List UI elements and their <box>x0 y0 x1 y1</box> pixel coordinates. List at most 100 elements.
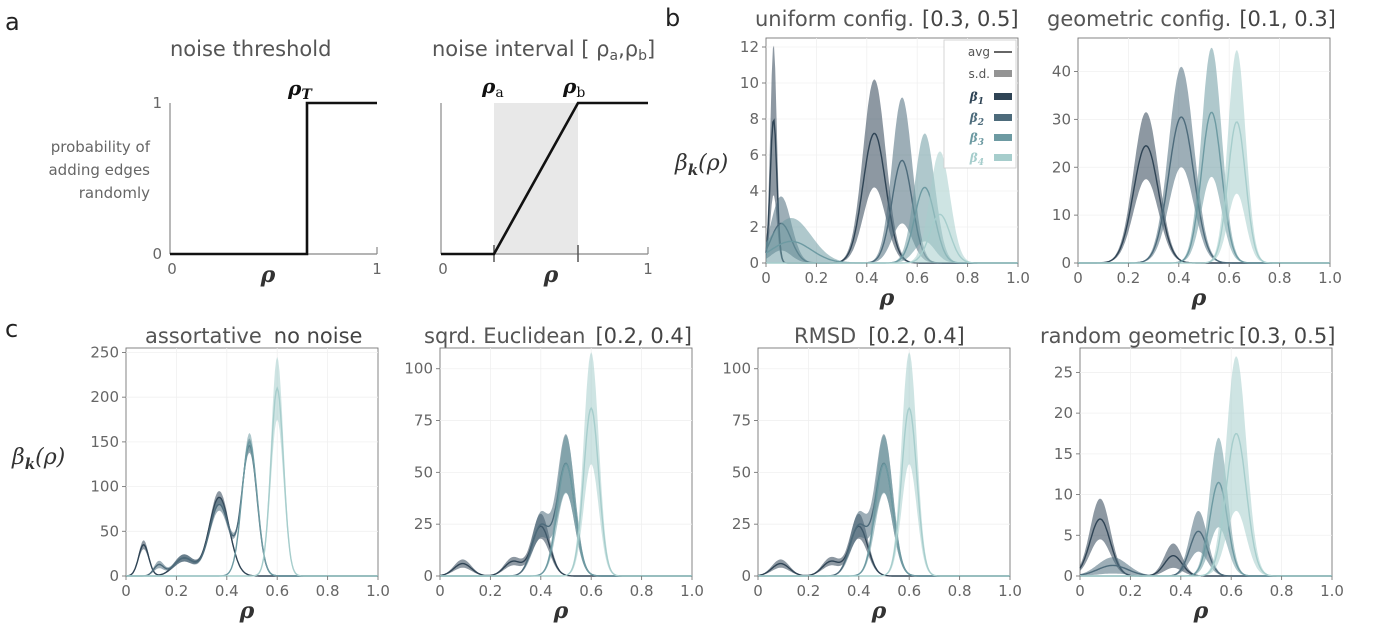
uniform-series-4-band <box>766 151 1018 263</box>
assortative-series-4-band <box>126 356 378 576</box>
assortative-xtick-4: 0.8 <box>316 582 340 600</box>
geometric-ytick-1: 10 <box>1052 206 1071 224</box>
uniform-title-extra: [0.3, 0.5] <box>922 7 1019 31</box>
threshold-step-curve <box>170 101 377 256</box>
geometric-series-1-band <box>1078 112 1330 263</box>
rgg-xtick-3: 0.6 <box>1219 582 1243 600</box>
chart-assortative: assortative no noise 0 50 100 150 200 250 0 0.2 0.… <box>90 324 390 624</box>
assortative-xtick-3: 0.6 <box>265 582 289 600</box>
geometric-title-extra: [0.1, 0.3] <box>1239 7 1336 31</box>
rmsd-xtick-2: 0.4 <box>847 582 871 600</box>
rgg-title-extra: [0.3, 0.5] <box>1239 324 1336 348</box>
geometric-xtick-5: 1.0 <box>1318 269 1342 287</box>
uniform-xlabel: ρ <box>879 285 895 311</box>
euclid-ytick-3: 75 <box>414 412 433 430</box>
rmsd-xlabel: ρ <box>871 598 887 624</box>
rmsd-title: RMSD [0.2, 0.4] <box>794 324 965 348</box>
rmsd-ytick-2: 50 <box>732 463 751 481</box>
rgg-xtick-0: 0 <box>1075 582 1085 600</box>
assortative-series-3-line <box>126 440 378 577</box>
assortative-ytick-2: 100 <box>90 478 119 496</box>
rgg-ytick-1: 5 <box>1063 526 1073 544</box>
rmsd-series-3-band <box>758 435 1010 576</box>
legend-b4-label: β4 <box>969 151 984 168</box>
rmsd-title-main: RMSD <box>794 324 856 348</box>
assortative-series-2-line <box>126 444 378 577</box>
rgg-xtick-4: 0.8 <box>1270 582 1294 600</box>
geometric-xtick-2: 0.4 <box>1167 269 1191 287</box>
legend-sd-label: s.d. <box>969 67 991 81</box>
assortative-xtick-0: 0 <box>121 582 131 600</box>
legend-b3-label: β3 <box>969 131 984 148</box>
euclid-title: sqrd. Euclidean [0.2, 0.4] <box>424 324 692 348</box>
uniform-title-main: uniform config. <box>755 7 914 31</box>
interval-ramp-curve <box>441 101 648 256</box>
interval-xtick-0: 0 <box>438 260 448 278</box>
assortative-title: assortative no noise <box>145 324 362 348</box>
threshold-title: noise threshold <box>170 37 331 61</box>
uniform-xtick-5: 1.0 <box>1006 269 1030 287</box>
uniform-ytick-0: 0 <box>749 254 759 272</box>
uniform-xtick-4: 0.8 <box>956 269 980 287</box>
assortative-xlabel: ρ <box>239 598 255 624</box>
ylabel-c: βk(ρ) <box>11 445 65 473</box>
geometric-xtick-1: 0.2 <box>1116 269 1140 287</box>
geometric-xtick-0: 0 <box>1073 269 1083 287</box>
rgg-title-main: random geometric <box>1040 324 1235 348</box>
rmsd-series-1-line <box>757 525 1010 577</box>
chart-random-geometric: random geometric [0.3, 0.5] 0 5 10 15 20 25 0 0.2… <box>1040 324 1344 624</box>
euclid-title-main: sqrd. Euclidean <box>424 324 585 348</box>
chart-rmsd: RMSD [0.2, 0.4] 0 25 50 75 100 0 0.2 0.4 0.6 0.8 1.0… <box>722 324 1022 624</box>
threshold-xlabel: ρ <box>260 262 276 288</box>
chart-geometric-config: geometric config. [0.1, 0.3] 0 10 20 30 40 0 0.2… <box>1047 7 1342 311</box>
panel-label-b: b <box>665 4 680 32</box>
euclid-series-1-line <box>439 525 692 577</box>
euclid-xtick-4: 0.8 <box>630 582 654 600</box>
uniform-xtick-1: 0.2 <box>804 269 828 287</box>
threshold-ytick-0: 0 <box>152 245 162 263</box>
panel-label-a: a <box>5 8 20 36</box>
legend-b2-label: β2 <box>969 111 984 128</box>
rgg-ytick-5: 25 <box>1054 363 1073 381</box>
rgg-series-4-line <box>1080 432 1332 577</box>
geometric-title: geometric config. [0.1, 0.3] <box>1047 7 1336 31</box>
assortative-title-main: assortative <box>145 324 262 348</box>
geometric-ytick-3: 30 <box>1052 110 1071 128</box>
rmsd-xtick-3: 0.6 <box>897 582 921 600</box>
euclid-title-extra: [0.2, 0.4] <box>595 324 692 348</box>
geometric-ytick-4: 40 <box>1052 63 1071 81</box>
geometric-title-main: geometric config. <box>1047 7 1231 31</box>
geometric-xtick-3: 0.6 <box>1217 269 1241 287</box>
assortative-series-3-band <box>126 433 378 576</box>
legend-sd-swatch <box>994 70 1012 77</box>
legend-b4-swatch <box>994 154 1012 161</box>
assortative-ytick-1: 50 <box>100 522 119 540</box>
interval-title: noise interval [ ρa,ρb] <box>432 37 655 64</box>
threshold-ylabel-line-1: probability of <box>51 138 151 156</box>
interval-xlabel: ρ <box>543 262 559 288</box>
interval-label-b: ρb <box>562 74 585 101</box>
uniform-series-3-band <box>766 133 1018 263</box>
uniform-ytick-4: 8 <box>749 110 759 128</box>
threshold-ylabel-line-3: randomly <box>79 184 150 202</box>
assortative-ytick-5: 250 <box>90 343 119 361</box>
geometric-ytick-2: 20 <box>1052 158 1071 176</box>
ylabel-b: βk(ρ) <box>674 151 728 179</box>
assortative-ytick-4: 200 <box>90 388 119 406</box>
chart-uniform-config: uniform config. [0.3, 0.5] 0 2 4 6 8 10 12 0 0.2 0.… <box>740 7 1030 311</box>
threshold-schematic: noise threshold probability of adding ed… <box>48 37 381 288</box>
euclid-ytick-1: 25 <box>414 515 433 533</box>
rgg-xtick-1: 0.2 <box>1118 582 1142 600</box>
assortative-series-1-line <box>126 496 378 577</box>
uniform-xtick-3: 0.6 <box>905 269 929 287</box>
interval-label-a: ρa <box>481 74 504 101</box>
legend-b1-label: β1 <box>969 90 984 107</box>
assortative-title-extra: no noise <box>274 324 363 348</box>
uniform-series-4-line <box>766 213 1018 264</box>
legend-b2-swatch <box>994 114 1012 121</box>
uniform-ytick-2: 4 <box>749 182 759 200</box>
euclid-xtick-0: 0 <box>435 582 445 600</box>
euclid-xtick-2: 0.4 <box>529 582 553 600</box>
legend-b3-swatch <box>994 134 1012 141</box>
euclid-xtick-3: 0.6 <box>579 582 603 600</box>
